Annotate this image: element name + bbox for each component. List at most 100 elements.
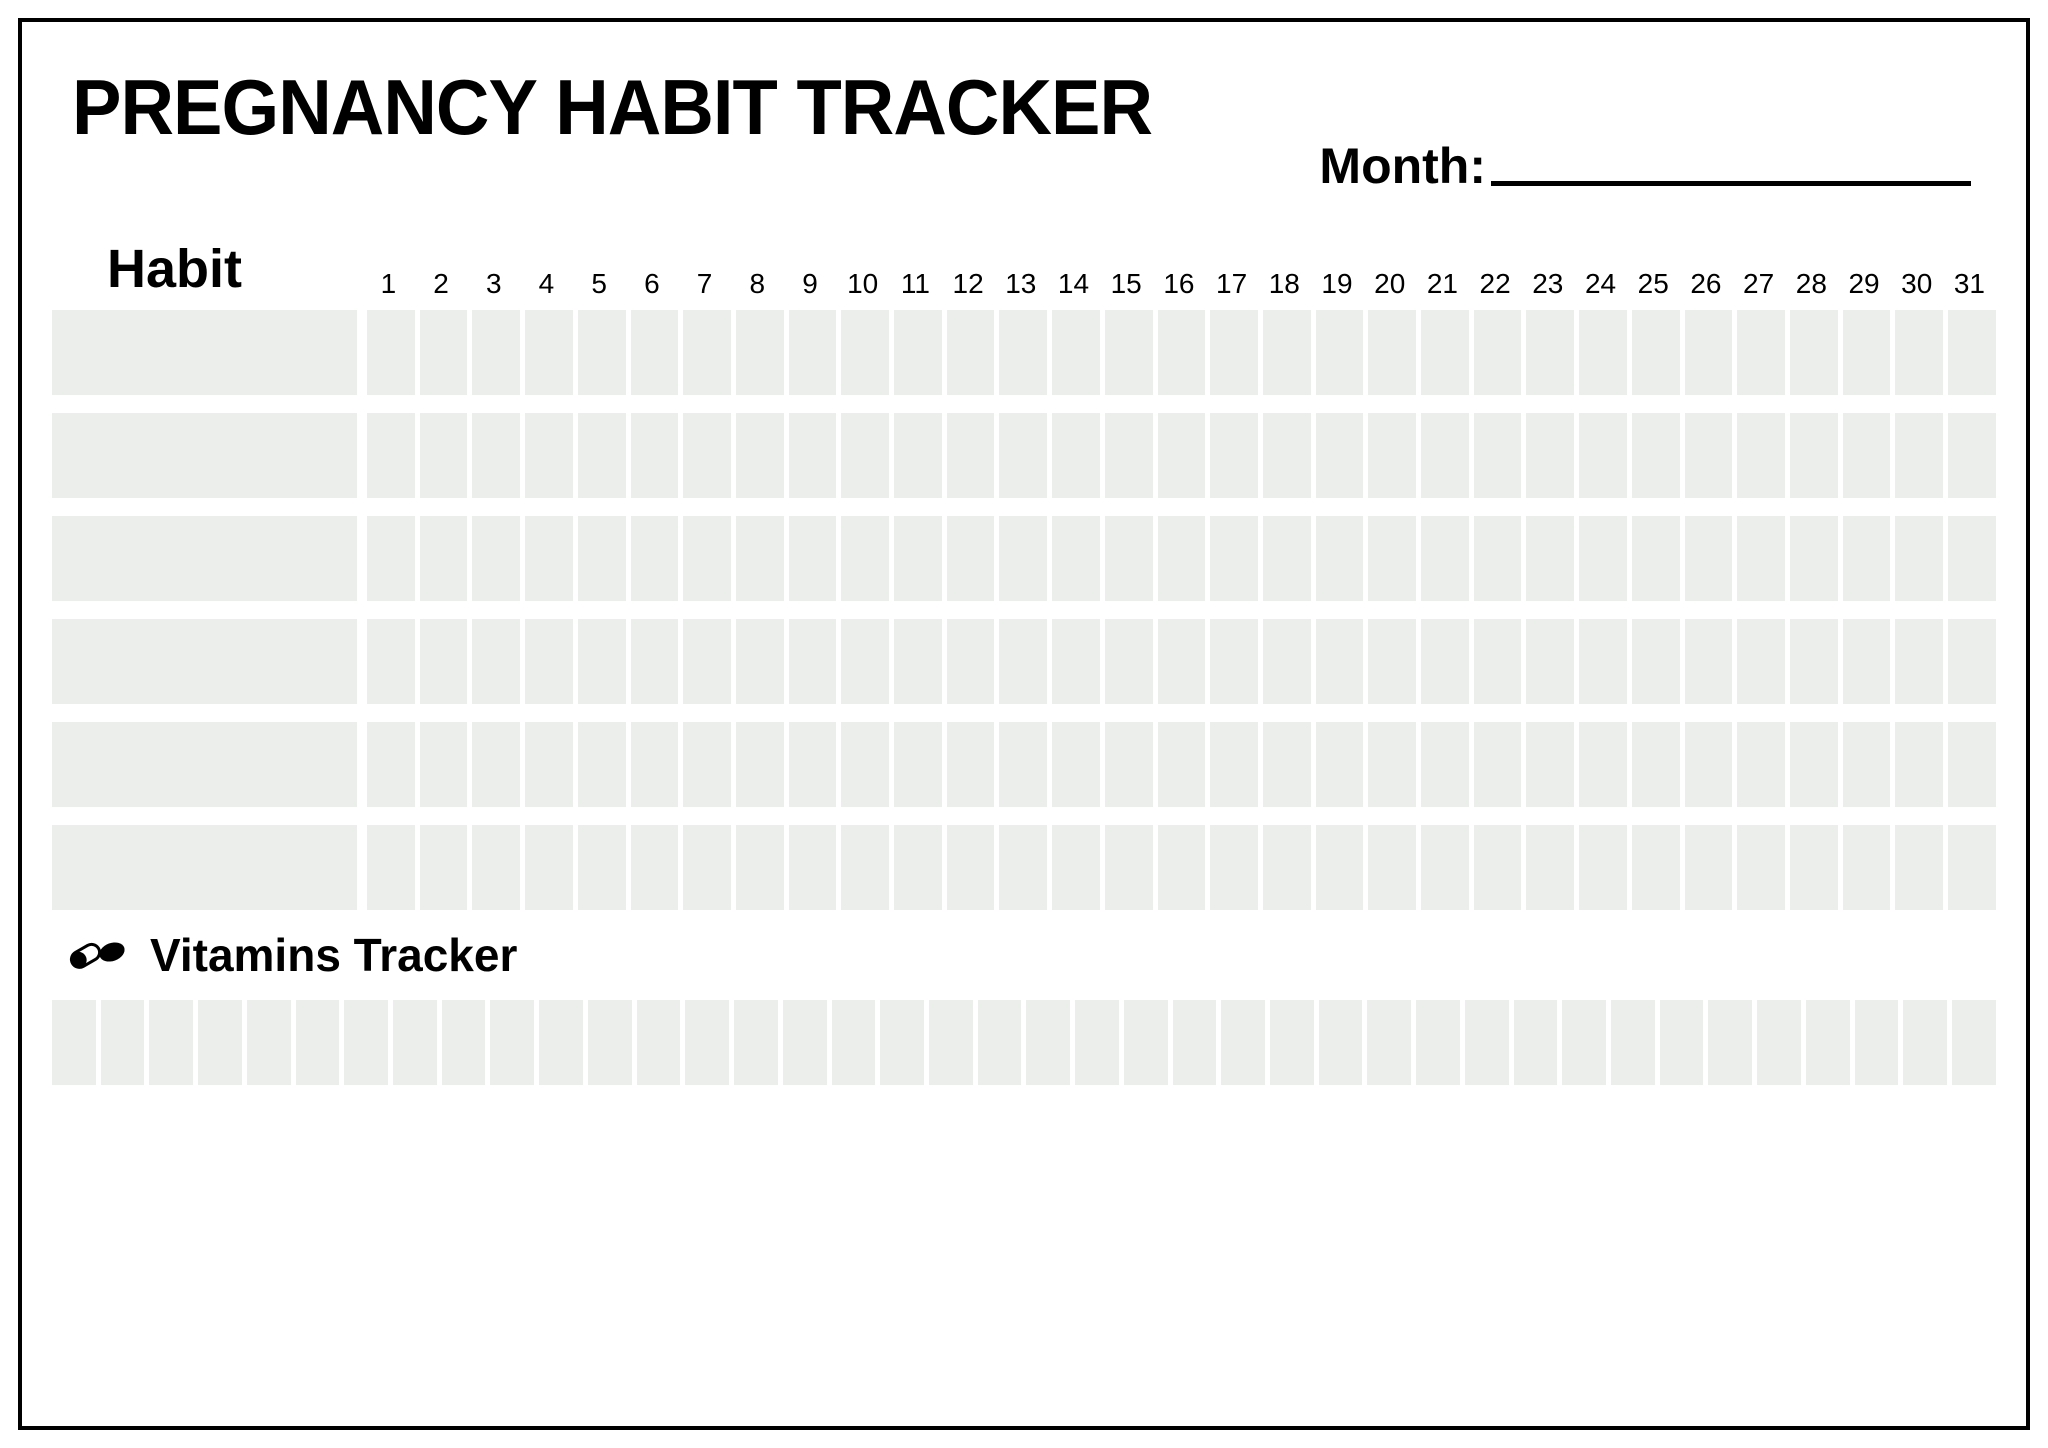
habit-day-cell[interactable] — [1526, 825, 1574, 910]
habit-day-cell[interactable] — [1263, 516, 1311, 601]
vitamins-day-cell[interactable] — [198, 1000, 242, 1085]
habit-day-cell[interactable] — [525, 413, 573, 498]
habit-name-cell[interactable] — [52, 413, 357, 498]
vitamins-day-cell[interactable] — [978, 1000, 1022, 1085]
habit-day-cell[interactable] — [1526, 619, 1574, 704]
habit-day-cell[interactable] — [1316, 722, 1364, 807]
habit-day-cell[interactable] — [1105, 310, 1153, 395]
habit-day-cell[interactable] — [578, 825, 626, 910]
vitamins-day-cell[interactable] — [1075, 1000, 1119, 1085]
habit-day-cell[interactable] — [789, 310, 837, 395]
habit-day-cell[interactable] — [1474, 619, 1522, 704]
habit-day-cell[interactable] — [1263, 722, 1311, 807]
vitamins-day-cell[interactable] — [783, 1000, 827, 1085]
habit-day-cell[interactable] — [1790, 722, 1838, 807]
vitamins-day-cell[interactable] — [539, 1000, 583, 1085]
habit-day-cell[interactable] — [1632, 722, 1680, 807]
habit-day-cell[interactable] — [789, 825, 837, 910]
habit-day-cell[interactable] — [736, 619, 784, 704]
vitamins-day-cell[interactable] — [637, 1000, 681, 1085]
habit-day-cell[interactable] — [1158, 722, 1206, 807]
habit-day-cell[interactable] — [1895, 825, 1943, 910]
habit-day-cell[interactable] — [736, 413, 784, 498]
habit-day-cell[interactable] — [1421, 516, 1469, 601]
habit-day-cell[interactable] — [1421, 413, 1469, 498]
habit-day-cell[interactable] — [894, 825, 942, 910]
vitamins-day-cell[interactable] — [1367, 1000, 1411, 1085]
habit-day-cell[interactable] — [683, 516, 731, 601]
habit-day-cell[interactable] — [472, 516, 520, 601]
habit-day-cell[interactable] — [1579, 310, 1627, 395]
habit-day-cell[interactable] — [683, 825, 731, 910]
habit-day-cell[interactable] — [736, 825, 784, 910]
habit-day-cell[interactable] — [999, 722, 1047, 807]
habit-day-cell[interactable] — [1210, 825, 1258, 910]
habit-day-cell[interactable] — [1052, 516, 1100, 601]
habit-day-cell[interactable] — [999, 825, 1047, 910]
habit-day-cell[interactable] — [578, 413, 626, 498]
habit-day-cell[interactable] — [420, 413, 468, 498]
habit-day-cell[interactable] — [525, 516, 573, 601]
vitamins-day-cell[interactable] — [929, 1000, 973, 1085]
habit-day-cell[interactable] — [1368, 413, 1416, 498]
habit-day-cell[interactable] — [1368, 619, 1416, 704]
habit-day-cell[interactable] — [1263, 619, 1311, 704]
habit-day-cell[interactable] — [1210, 413, 1258, 498]
habit-day-cell[interactable] — [1737, 722, 1785, 807]
habit-day-cell[interactable] — [1316, 516, 1364, 601]
habit-day-cell[interactable] — [1790, 516, 1838, 601]
habit-day-cell[interactable] — [1210, 516, 1258, 601]
vitamins-day-cell[interactable] — [880, 1000, 924, 1085]
habit-day-cell[interactable] — [999, 413, 1047, 498]
habit-day-cell[interactable] — [789, 516, 837, 601]
habit-day-cell[interactable] — [683, 310, 731, 395]
habit-day-cell[interactable] — [578, 722, 626, 807]
habit-day-cell[interactable] — [947, 619, 995, 704]
habit-day-cell[interactable] — [420, 619, 468, 704]
vitamins-day-cell[interactable] — [1660, 1000, 1704, 1085]
habit-day-cell[interactable] — [1210, 619, 1258, 704]
habit-day-cell[interactable] — [1158, 825, 1206, 910]
habit-day-cell[interactable] — [1685, 722, 1733, 807]
habit-day-cell[interactable] — [1579, 413, 1627, 498]
habit-day-cell[interactable] — [1685, 516, 1733, 601]
habit-day-cell[interactable] — [1210, 722, 1258, 807]
habit-day-cell[interactable] — [1368, 825, 1416, 910]
vitamins-day-cell[interactable] — [685, 1000, 729, 1085]
habit-day-cell[interactable] — [367, 825, 415, 910]
habit-day-cell[interactable] — [420, 825, 468, 910]
habit-name-cell[interactable] — [52, 825, 357, 910]
vitamins-day-cell[interactable] — [101, 1000, 145, 1085]
habit-day-cell[interactable] — [947, 413, 995, 498]
vitamins-day-cell[interactable] — [1806, 1000, 1850, 1085]
habit-day-cell[interactable] — [1526, 413, 1574, 498]
vitamins-day-cell[interactable] — [247, 1000, 291, 1085]
habit-day-cell[interactable] — [367, 310, 415, 395]
habit-day-cell[interactable] — [947, 310, 995, 395]
habit-day-cell[interactable] — [1263, 413, 1311, 498]
habit-day-cell[interactable] — [841, 825, 889, 910]
habit-day-cell[interactable] — [1948, 310, 1996, 395]
habit-name-cell[interactable] — [52, 516, 357, 601]
habit-day-cell[interactable] — [525, 722, 573, 807]
habit-day-cell[interactable] — [789, 722, 837, 807]
habit-day-cell[interactable] — [1105, 516, 1153, 601]
habit-day-cell[interactable] — [420, 516, 468, 601]
vitamins-day-cell[interactable] — [1708, 1000, 1752, 1085]
habit-day-cell[interactable] — [841, 619, 889, 704]
habit-day-cell[interactable] — [1843, 310, 1891, 395]
habit-day-cell[interactable] — [1368, 722, 1416, 807]
habit-day-cell[interactable] — [1052, 722, 1100, 807]
habit-day-cell[interactable] — [1895, 722, 1943, 807]
habit-day-cell[interactable] — [999, 619, 1047, 704]
habit-day-cell[interactable] — [1632, 825, 1680, 910]
vitamins-day-cell[interactable] — [1124, 1000, 1168, 1085]
habit-day-cell[interactable] — [1579, 722, 1627, 807]
habit-day-cell[interactable] — [367, 619, 415, 704]
habit-day-cell[interactable] — [1474, 413, 1522, 498]
habit-day-cell[interactable] — [1105, 825, 1153, 910]
habit-name-cell[interactable] — [52, 722, 357, 807]
vitamins-day-cell[interactable] — [149, 1000, 193, 1085]
habit-day-cell[interactable] — [1632, 310, 1680, 395]
habit-day-cell[interactable] — [578, 619, 626, 704]
